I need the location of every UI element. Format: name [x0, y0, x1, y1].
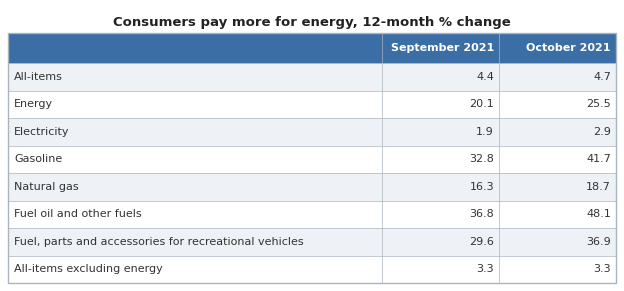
Bar: [8, 63, 382, 91]
Text: Fuel, parts and accessories for recreational vehicles: Fuel, parts and accessories for recreati…: [14, 237, 304, 247]
Bar: [382, 63, 499, 91]
Bar: [382, 33, 499, 63]
Text: 16.3: 16.3: [469, 182, 494, 192]
Text: Natural gas: Natural gas: [14, 182, 79, 192]
Text: 25.5: 25.5: [587, 99, 611, 109]
Bar: [382, 146, 499, 173]
Text: 18.7: 18.7: [586, 182, 611, 192]
Text: All-items: All-items: [14, 72, 63, 82]
Text: October 2021: October 2021: [527, 43, 611, 53]
Bar: [499, 91, 616, 118]
Bar: [8, 255, 382, 283]
Text: 36.9: 36.9: [587, 237, 611, 247]
Bar: [8, 173, 382, 200]
Text: All-items excluding energy: All-items excluding energy: [14, 264, 163, 274]
Bar: [8, 200, 382, 228]
Text: September 2021: September 2021: [391, 43, 494, 53]
Text: 20.1: 20.1: [469, 99, 494, 109]
Bar: [8, 33, 616, 283]
Bar: [8, 33, 382, 63]
Bar: [382, 118, 499, 146]
Text: Fuel oil and other fuels: Fuel oil and other fuels: [14, 209, 142, 219]
Bar: [499, 255, 616, 283]
Bar: [8, 91, 382, 118]
Bar: [499, 173, 616, 200]
Text: 4.7: 4.7: [593, 72, 611, 82]
Text: Energy: Energy: [14, 99, 53, 109]
Text: 2.9: 2.9: [593, 127, 611, 137]
Text: Gasoline: Gasoline: [14, 154, 62, 164]
Bar: [382, 255, 499, 283]
Text: Consumers pay more for energy, 12-month % change: Consumers pay more for energy, 12-month …: [113, 16, 511, 29]
Bar: [499, 228, 616, 255]
Bar: [499, 146, 616, 173]
Bar: [8, 146, 382, 173]
Bar: [499, 63, 616, 91]
Text: 4.4: 4.4: [476, 72, 494, 82]
Text: 41.7: 41.7: [586, 154, 611, 164]
Bar: [8, 228, 382, 255]
Bar: [382, 228, 499, 255]
Bar: [382, 200, 499, 228]
Text: 48.1: 48.1: [586, 209, 611, 219]
Text: Electricity: Electricity: [14, 127, 69, 137]
Text: 1.9: 1.9: [476, 127, 494, 137]
Text: 32.8: 32.8: [469, 154, 494, 164]
Bar: [499, 33, 616, 63]
Text: 36.8: 36.8: [469, 209, 494, 219]
Text: 29.6: 29.6: [469, 237, 494, 247]
Bar: [499, 200, 616, 228]
Text: 3.3: 3.3: [593, 264, 611, 274]
Text: 3.3: 3.3: [476, 264, 494, 274]
Bar: [499, 118, 616, 146]
Bar: [382, 173, 499, 200]
Bar: [8, 118, 382, 146]
Bar: [382, 91, 499, 118]
